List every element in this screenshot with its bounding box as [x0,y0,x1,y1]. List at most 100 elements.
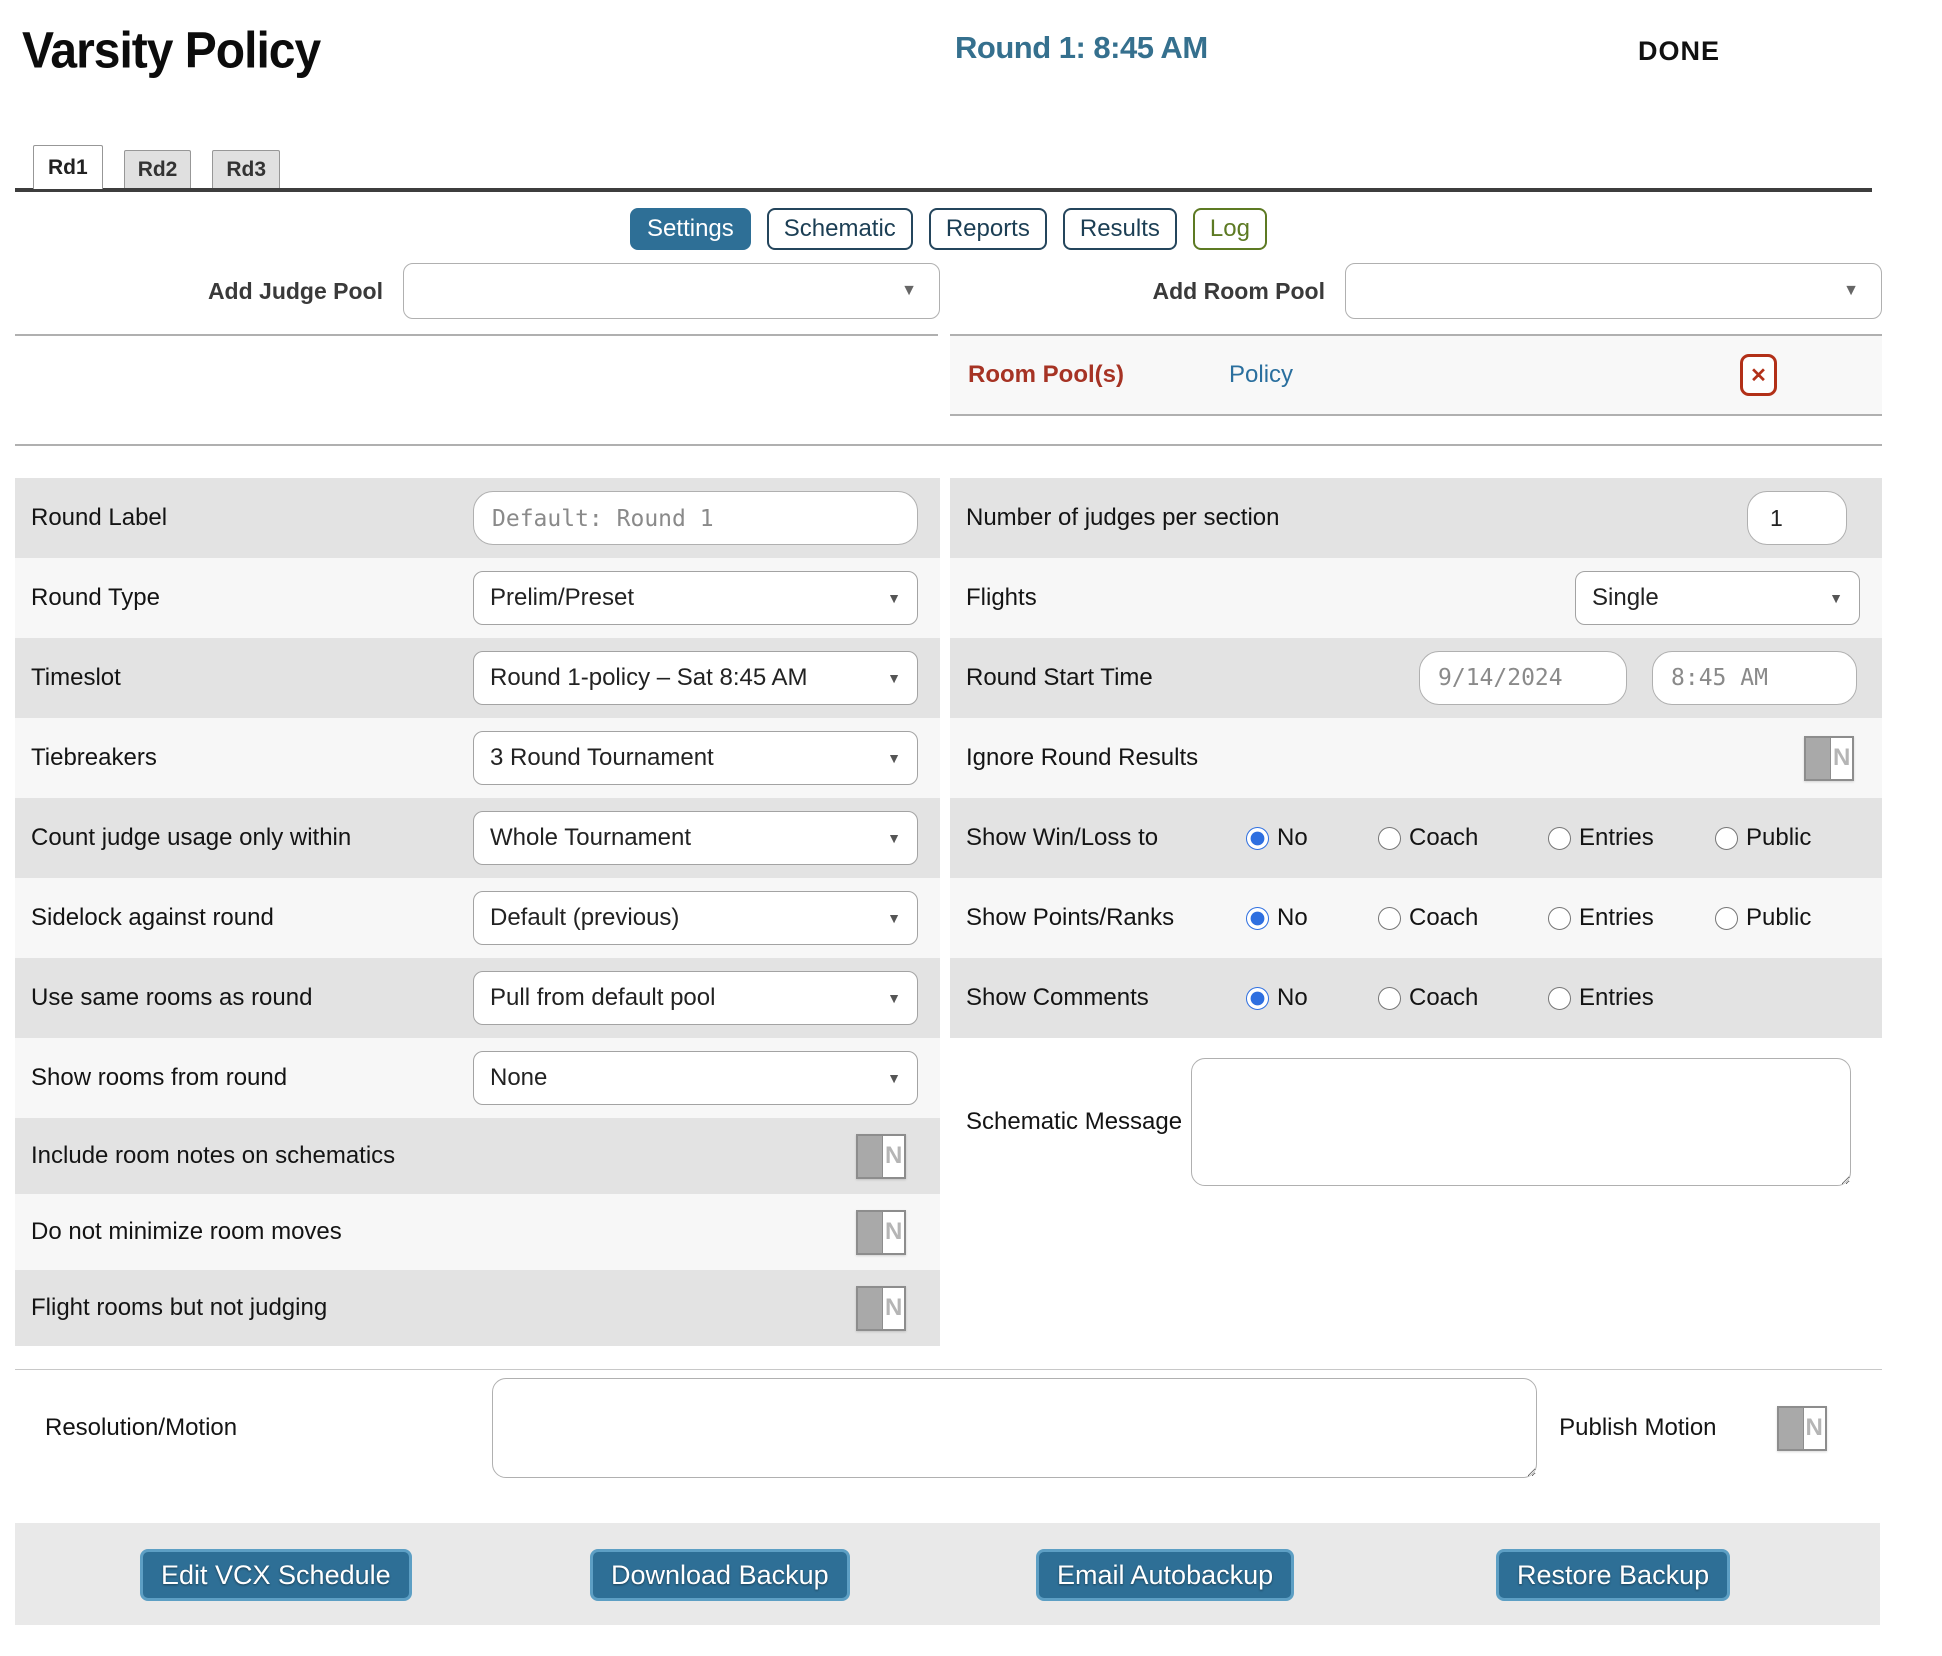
restore-backup-button[interactable]: Restore Backup [1496,1549,1731,1601]
room-notes-label: Include room notes on schematics [31,1142,396,1169]
points-entries-radio[interactable]: Entries [1548,904,1715,932]
round-start-date-input[interactable] [1419,651,1627,705]
row-round-start: Round Start Time [950,638,1882,718]
comments-entries-radio[interactable]: Entries [1548,984,1715,1012]
timeslot-select[interactable]: Round 1-policy – Sat 8:45 AM ▼ [473,651,918,705]
toggle-state: N [884,1294,903,1321]
room-pool-select[interactable]: ▼ [1345,263,1882,319]
points-no-radio[interactable]: No [1246,904,1378,932]
row-same-rooms: Use same rooms as round Pull from defaul… [15,958,940,1038]
nav-reports[interactable]: Reports [928,208,1047,250]
winloss-coach-radio[interactable]: Coach [1378,824,1548,852]
chevron-down-icon: ▼ [1829,590,1843,606]
section-nav: Settings Schematic Reports Results Log [15,208,1882,250]
remove-room-pool-button[interactable]: ✕ [1740,354,1777,396]
same-rooms-label: Use same rooms as round [31,984,313,1011]
room-pool-policy-link[interactable]: Policy [1229,361,1294,388]
radio-label: Entries [1579,824,1654,851]
judge-pool-select[interactable]: ▼ [403,263,940,319]
tab-rd1[interactable]: Rd1 [33,145,103,189]
ignore-results-toggle[interactable]: N [1804,735,1854,781]
row-tiebreakers: Tiebreakers 3 Round Tournament ▼ [15,718,940,798]
row-flight-rooms: Flight rooms but not judging N [15,1270,940,1346]
tiebreakers-select[interactable]: 3 Round Tournament ▼ [473,731,918,785]
chevron-down-icon: ▼ [887,910,901,926]
judge-usage-select[interactable]: Whole Tournament ▼ [473,811,918,865]
chevron-down-icon: ▼ [887,670,901,686]
round-start-label: Round Start Time [966,664,1153,691]
show-points-label: Show Points/Ranks [966,904,1175,931]
publish-motion-label: Publish Motion [1559,1414,1717,1441]
room-moves-toggle[interactable]: N [856,1209,906,1255]
comments-no-radio[interactable]: No [1246,984,1378,1012]
download-backup-button[interactable]: Download Backup [590,1549,850,1601]
schematic-message-textarea[interactable] [1191,1057,1851,1186]
round-time-heading: Round 1: 8:45 AM [955,30,1208,65]
tiebreakers-value: 3 Round Tournament [490,744,714,771]
nav-results[interactable]: Results [1062,208,1177,250]
radio-label: Entries [1579,984,1654,1011]
judge-usage-value: Whole Tournament [490,824,691,851]
room-pool-row: Add Room Pool ▼ [950,263,1882,319]
radio-label: Public [1746,824,1812,851]
tab-rd3[interactable]: Rd3 [212,150,281,188]
flights-label: Flights [966,584,1037,611]
radio-label: Coach [1409,904,1479,931]
flight-rooms-toggle[interactable]: N [856,1285,906,1331]
radio-label: Entries [1579,904,1654,931]
resolution-textarea[interactable] [492,1378,1538,1478]
row-round-label: Round Label [15,478,940,558]
row-room-moves: Do not minimize room moves N [15,1194,940,1270]
footer-action-bar: Edit VCX Schedule Download Backup Email … [15,1523,1880,1625]
flights-value: Single [1592,584,1659,611]
row-judges-per-section: Number of judges per section [950,478,1882,558]
show-rooms-select[interactable]: None ▼ [473,1051,918,1105]
publish-motion-toggle[interactable]: N [1776,1405,1827,1451]
points-public-radio[interactable]: Public [1715,904,1811,932]
toggle-knob [1778,1407,1804,1449]
sidelock-select[interactable]: Default (previous) ▼ [473,891,918,945]
round-start-time-input[interactable] [1652,651,1857,705]
same-rooms-value: Pull from default pool [490,984,716,1011]
divider [15,1369,1882,1370]
round-label-input[interactable] [473,491,918,545]
nav-schematic[interactable]: Schematic [766,208,913,250]
room-pools-heading: Room Pool(s) [968,361,1124,388]
settings-right-column: Number of judges per section Flights Sin… [950,478,1882,1205]
comments-coach-radio[interactable]: Coach [1378,984,1548,1012]
ignore-results-label: Ignore Round Results [966,744,1199,771]
points-coach-radio[interactable]: Coach [1378,904,1548,932]
radio-label: No [1277,824,1308,851]
settings-left-column: Round Label Round Type Prelim/Preset ▼ T… [15,478,940,1346]
chevron-down-icon: ▼ [887,830,901,846]
row-flights: Flights Single ▼ [950,558,1882,638]
row-timeslot: Timeslot Round 1-policy – Sat 8:45 AM ▼ [15,638,940,718]
show-rooms-label: Show rooms from round [31,1064,288,1091]
sidelock-value: Default (previous) [490,904,680,931]
flight-rooms-label: Flight rooms but not judging [31,1294,328,1321]
toggle-knob [858,1211,884,1253]
room-notes-toggle[interactable]: N [856,1133,906,1179]
winloss-entries-radio[interactable]: Entries [1548,824,1715,852]
done-button[interactable]: DONE [1638,36,1721,66]
judge-pool-label: Add Judge Pool [207,277,383,304]
judges-per-section-input[interactable] [1747,491,1847,545]
toggle-state: N [884,1142,903,1169]
row-ignore-results: Ignore Round Results N [950,718,1882,798]
edit-vcx-schedule-button[interactable]: Edit VCX Schedule [140,1549,412,1601]
timeslot-value: Round 1-policy – Sat 8:45 AM [490,664,808,691]
toggle-knob [858,1287,884,1329]
tab-rd2[interactable]: Rd2 [123,150,192,188]
row-round-type: Round Type Prelim/Preset ▼ [15,558,940,638]
winloss-no-radio[interactable]: No [1246,824,1378,852]
flights-select[interactable]: Single ▼ [1575,571,1860,625]
schematic-message-label: Schematic Message [966,1107,1183,1135]
close-icon: ✕ [1750,364,1767,387]
winloss-public-radio[interactable]: Public [1715,824,1811,852]
email-autobackup-button[interactable]: Email Autobackup [1036,1549,1295,1601]
nav-settings[interactable]: Settings [630,208,751,250]
round-type-value: Prelim/Preset [490,584,635,611]
same-rooms-select[interactable]: Pull from default pool ▼ [473,971,918,1025]
nav-log[interactable]: Log [1192,208,1267,250]
round-type-select[interactable]: Prelim/Preset ▼ [473,571,918,625]
